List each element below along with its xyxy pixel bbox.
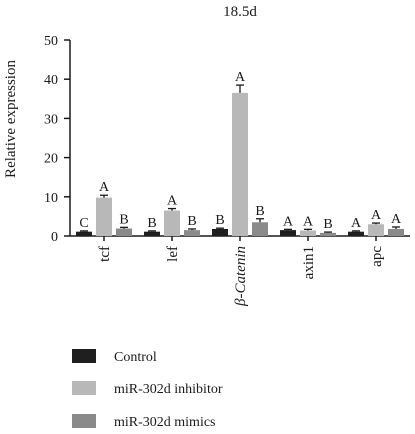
- significance-letter: A: [167, 194, 178, 209]
- bar: [300, 230, 316, 236]
- bar: [348, 231, 364, 236]
- bar: [388, 228, 404, 236]
- y-tick-label: 30: [44, 112, 58, 127]
- significance-letter: A: [371, 208, 382, 223]
- bar: [116, 228, 132, 236]
- significance-letter: B: [147, 216, 156, 231]
- x-tick-label: β-Catenin: [233, 246, 249, 307]
- x-tick-label: tcf: [97, 246, 113, 262]
- bar: [252, 222, 268, 236]
- significance-letter: A: [99, 180, 110, 195]
- chart-title: 18.5d: [223, 4, 257, 20]
- legend-label: miR-302d inhibitor: [114, 382, 223, 397]
- significance-letter: A: [283, 214, 294, 229]
- y-tick-label: 10: [44, 191, 58, 206]
- x-axis: tcf lef β-Catenin axin1 apc: [70, 235, 410, 307]
- y-tick-label: 0: [51, 230, 58, 245]
- bar: [280, 230, 296, 236]
- legend-swatch: [72, 381, 96, 395]
- legend-label: miR-302d mimics: [114, 415, 216, 430]
- significance-letter: C: [79, 216, 88, 231]
- bar: [320, 232, 336, 236]
- significance-letter: B: [187, 214, 196, 229]
- significance-letter: B: [119, 212, 128, 227]
- y-tick-label: 20: [44, 152, 58, 167]
- x-tick-label: axin1: [301, 246, 317, 279]
- bar: [164, 210, 180, 236]
- bar: [232, 92, 248, 236]
- legend-swatch: [72, 414, 96, 428]
- x-tick-label: lef: [165, 246, 181, 262]
- legend-swatch: [72, 349, 96, 363]
- y-tick-label: 50: [44, 34, 58, 49]
- legend: Control miR-302d inhibitor miR-302d mimics: [72, 349, 223, 430]
- significance-letter: A: [303, 214, 314, 229]
- bar: [212, 228, 228, 236]
- significance-letter: B: [255, 204, 264, 219]
- bar: [96, 197, 112, 236]
- significance-letter: A: [391, 212, 402, 227]
- y-axis: 0 10 20 30 40 50: [44, 34, 71, 245]
- significance-letter: A: [351, 216, 362, 231]
- bar: [368, 224, 384, 236]
- significance-letter: B: [323, 217, 332, 232]
- x-tick-label: apc: [369, 246, 385, 267]
- legend-label: Control: [114, 350, 157, 365]
- significance-letter: A: [235, 70, 246, 85]
- y-tick-label: 40: [44, 73, 58, 88]
- bar: [184, 230, 200, 236]
- bar: [76, 231, 92, 236]
- bar: [144, 231, 160, 236]
- y-axis-label: Relative expression: [3, 60, 19, 178]
- significance-letter: B: [215, 213, 224, 228]
